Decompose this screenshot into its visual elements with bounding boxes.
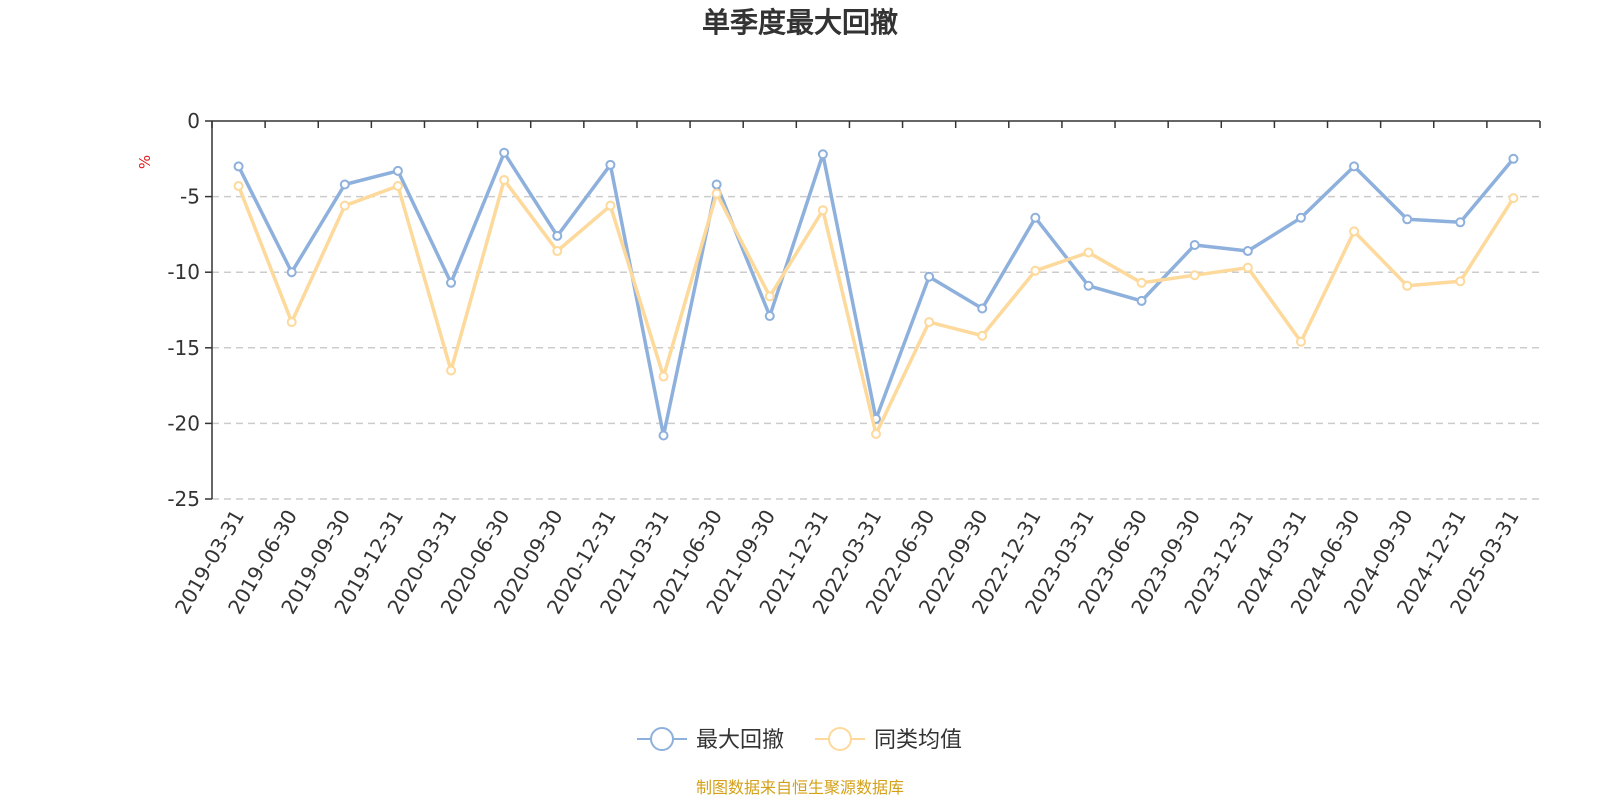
data-point [392,165,403,176]
data-point [499,147,510,158]
legend-item-0[interactable]: 最大回撤 [637,727,784,753]
legend[interactable]: 最大回撤 同类均值 [637,727,962,753]
data-point [1402,280,1413,291]
data-point [977,330,988,341]
data-point [764,311,775,322]
data-point [1136,295,1147,306]
data-point [233,161,244,172]
legend-label: 最大回撤 [696,728,784,753]
y-tick-label: -25 [167,487,200,511]
legend-marker [650,727,674,751]
data-point [924,317,935,328]
y-axis-unit: % [136,155,154,169]
y-tick-label: -10 [167,260,200,284]
data-point [552,246,563,257]
data-point [392,181,403,192]
data-point [977,303,988,314]
data-point [499,174,510,185]
grid-lines [212,195,1540,500]
data-point [1189,239,1200,250]
data-point [1508,193,1519,204]
data-point [446,365,457,376]
data-point [658,371,669,382]
data-point [552,230,563,241]
data-point [1242,246,1253,257]
data-point [446,277,457,288]
data-point [1295,336,1306,347]
data-point [1189,270,1200,281]
legend-marker [828,727,852,751]
legend-label: 同类均值 [874,728,962,753]
chart-title: 单季度最大回撤 [702,6,898,39]
data-point [1083,247,1094,258]
y-tick-label: -5 [180,185,200,209]
data-point [605,200,616,211]
data-point [1349,161,1360,172]
data-point [1455,276,1466,287]
data-point [1295,212,1306,223]
data-point [605,159,616,170]
y-tick-label: 0 [187,109,200,133]
data-point [286,317,297,328]
data-point [1242,262,1253,273]
data-point [1136,277,1147,288]
data-point [1030,212,1041,223]
series-1 [233,174,1519,439]
data-point [924,271,935,282]
legend-item-1[interactable]: 同类均值 [815,727,962,753]
data-point [1349,226,1360,237]
data-point [233,181,244,192]
series-0 [233,147,1519,441]
source-note: 制图数据来自恒生聚源数据库 [696,778,904,797]
data-point [1083,280,1094,291]
data-point [817,149,828,160]
y-tick-label: -15 [167,336,200,360]
data-point [764,291,775,302]
data-point [1402,214,1413,225]
data-point [658,430,669,441]
data-point [339,179,350,190]
data-point [817,205,828,216]
series-layer [233,147,1519,441]
y-axis-ticks: 0 -5 -10 -15 -20 -25 [167,109,212,511]
data-point [1455,217,1466,228]
data-point [286,267,297,278]
data-point [871,428,881,439]
data-point [711,179,722,190]
data-point [1508,153,1519,164]
y-tick-label: -20 [167,411,200,435]
axes [211,120,1540,499]
series-line [236,178,1515,436]
data-point [1030,265,1041,276]
data-point [711,188,722,199]
data-point [339,200,350,211]
